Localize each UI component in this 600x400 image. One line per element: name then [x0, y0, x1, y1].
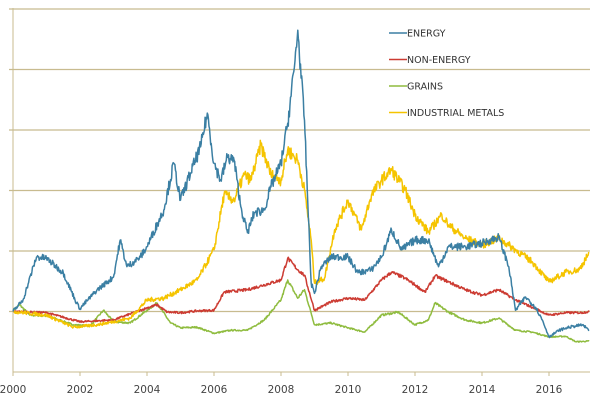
- x-tick-label: 2014: [469, 384, 496, 396]
- x-tick-label: 2006: [201, 384, 228, 396]
- x-tick-label: 2012: [402, 384, 429, 396]
- series-line-energy: [12, 29, 590, 339]
- x-axis-ticks: 2000 2002 2004 2006 2008 2010 2012 2014 2016: [0, 372, 563, 396]
- legend-label: INDUSTRIAL METALS: [407, 108, 504, 119]
- legend-label: GRAINS: [407, 82, 443, 93]
- x-tick-label: 2008: [268, 384, 295, 396]
- series-lines: [12, 29, 590, 343]
- legend: ENERGY NON-ENERGY GRAINS INDUSTRIAL METALS: [389, 29, 504, 119]
- series-line-grains: [12, 279, 590, 343]
- x-tick-label: 2016: [536, 384, 563, 396]
- x-tick-label: 2010: [335, 384, 362, 396]
- legend-label: NON-ENERGY: [407, 55, 471, 66]
- x-tick-label: 2000: [0, 384, 26, 396]
- series-line-non-energy: [12, 256, 590, 324]
- series-line-industrial-metals: [12, 139, 590, 329]
- x-tick-label: 2004: [134, 384, 161, 396]
- legend-label: ENERGY: [407, 29, 446, 40]
- x-tick-label: 2002: [67, 384, 94, 396]
